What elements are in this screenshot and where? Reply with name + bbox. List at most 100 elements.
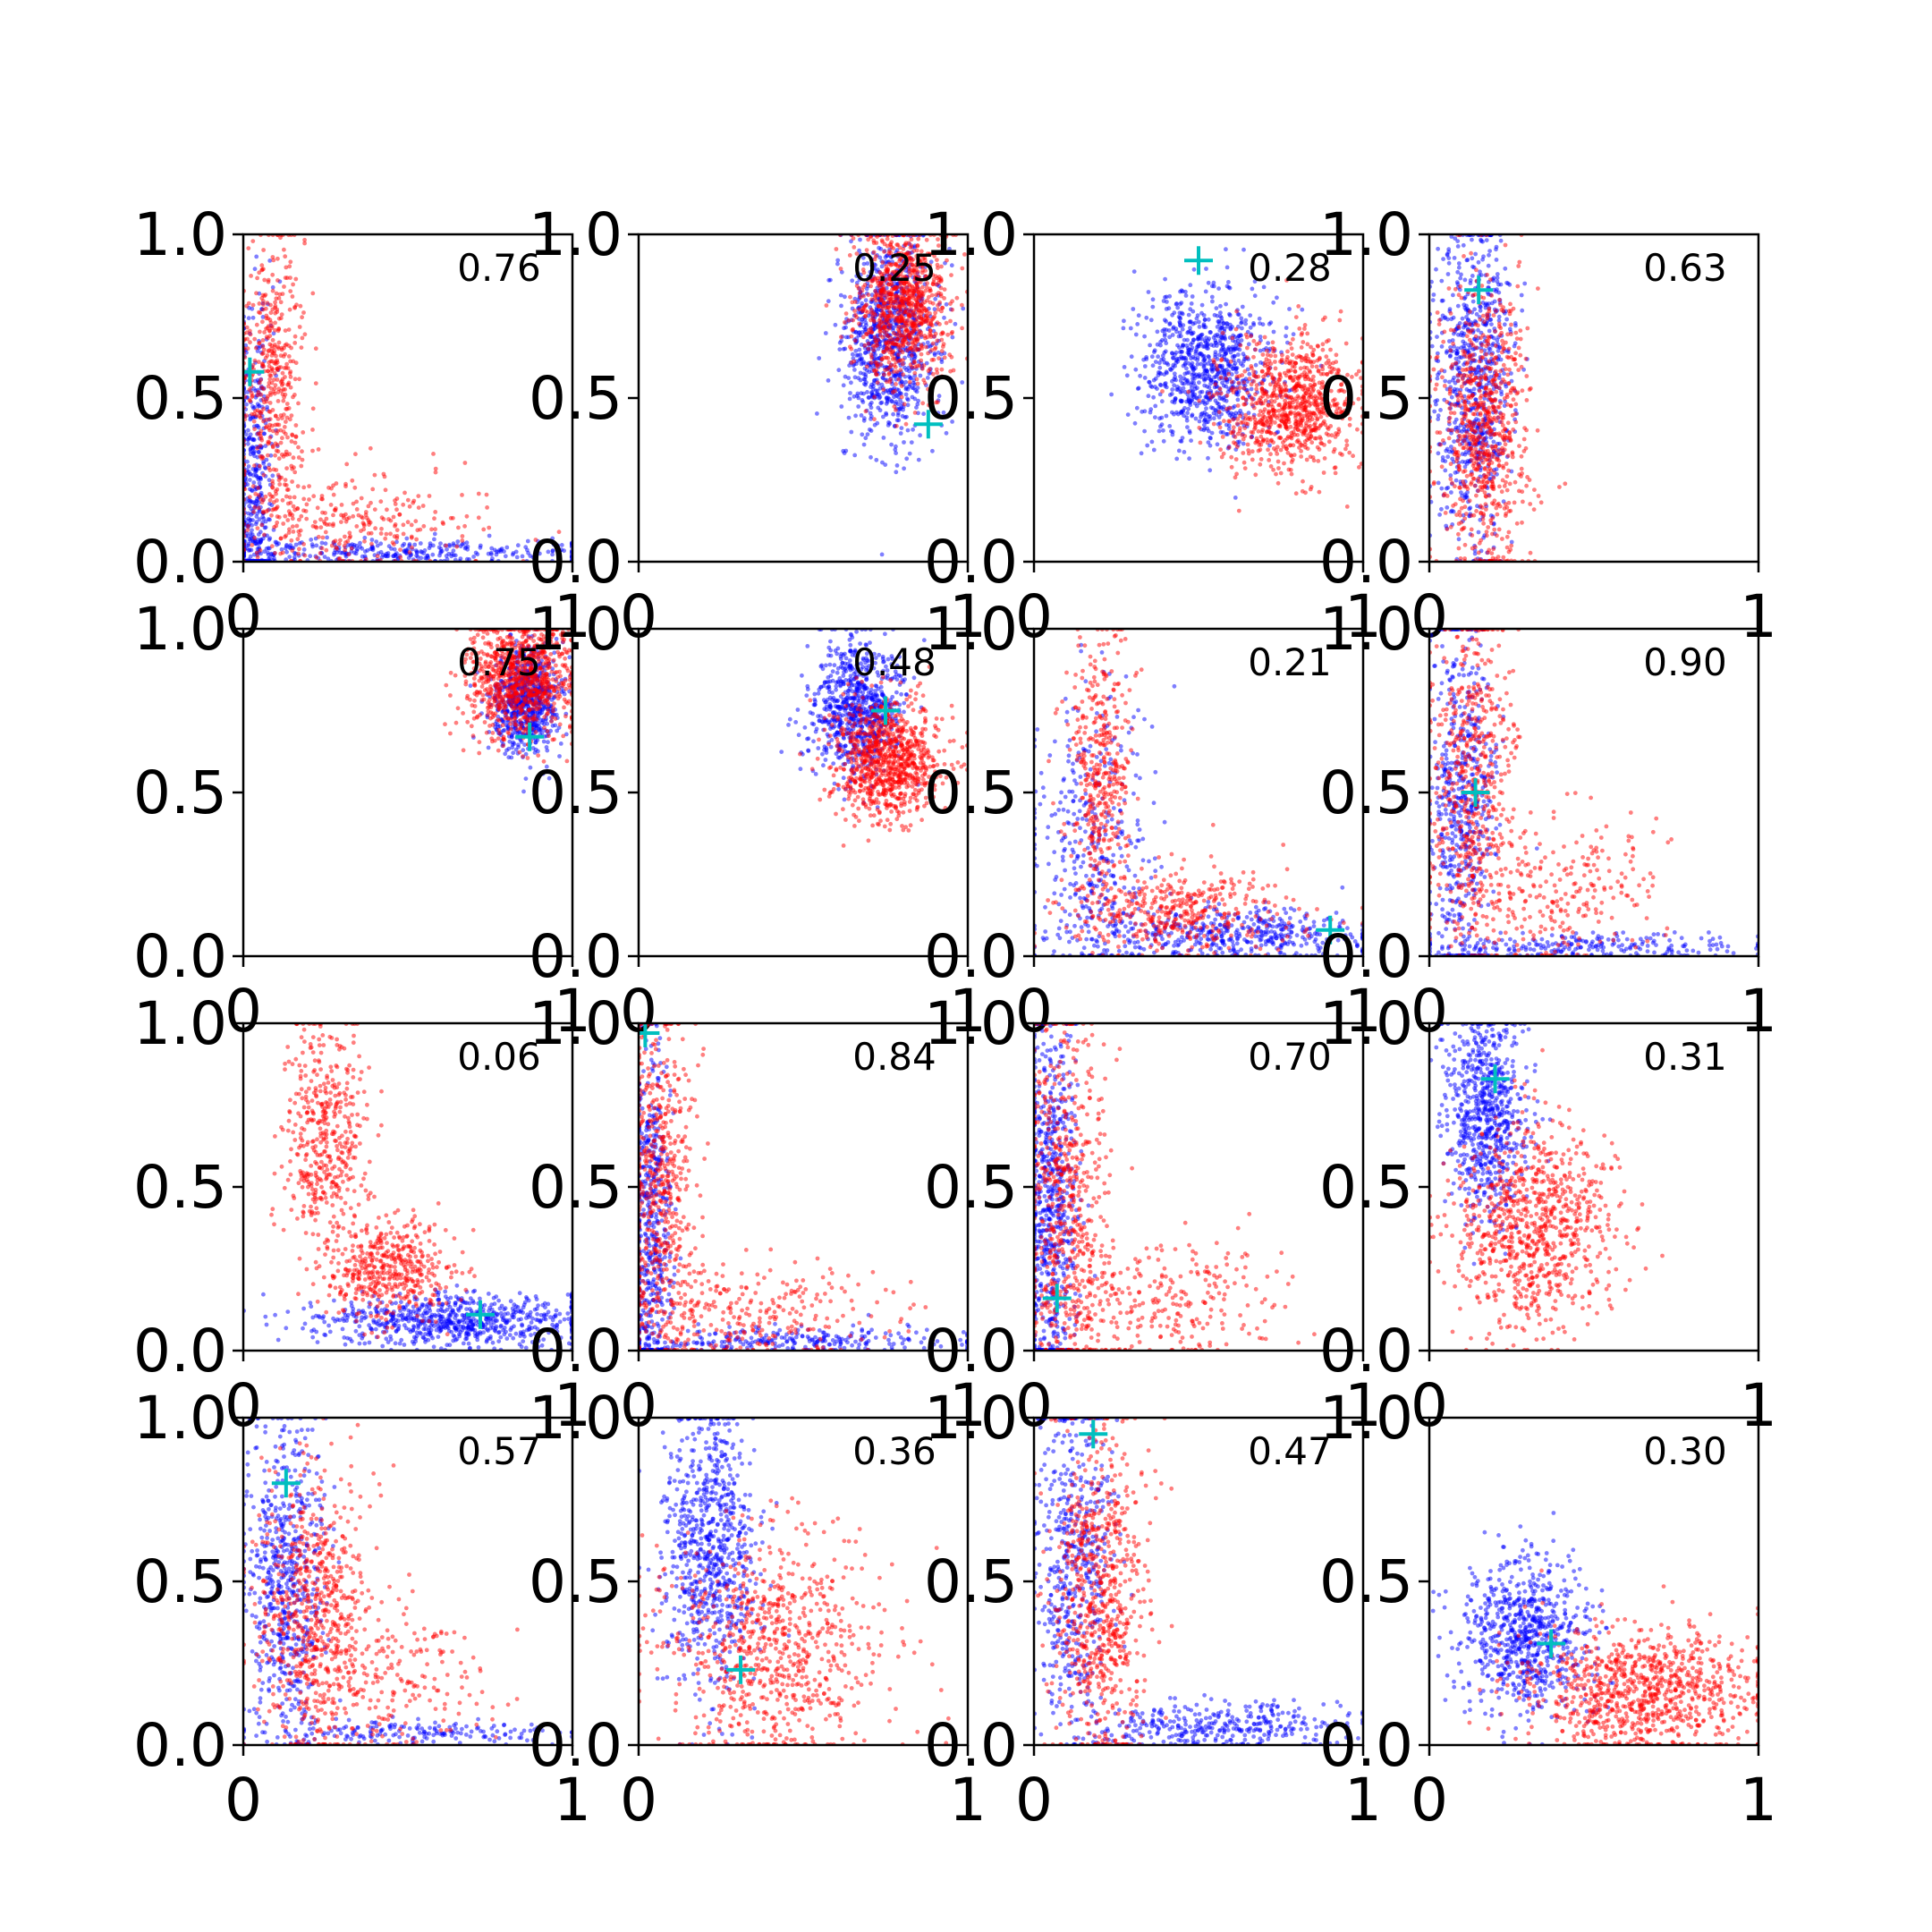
point	[867, 427, 872, 432]
point	[1278, 385, 1284, 390]
point	[930, 341, 936, 346]
point	[942, 296, 946, 301]
point	[267, 364, 272, 369]
point	[266, 552, 271, 557]
point	[902, 466, 906, 471]
point	[1288, 468, 1293, 472]
point	[1229, 379, 1234, 385]
point	[378, 531, 384, 536]
point	[1157, 382, 1163, 387]
y-tick-label: 0.5	[133, 364, 227, 433]
point	[846, 376, 852, 380]
point	[258, 434, 263, 438]
point	[316, 534, 321, 539]
point	[1224, 393, 1230, 398]
point	[1268, 382, 1273, 387]
point	[250, 543, 255, 547]
point	[877, 408, 883, 413]
point	[1177, 323, 1182, 327]
point	[1244, 335, 1250, 340]
point	[866, 292, 871, 298]
point	[1258, 447, 1263, 453]
point	[1128, 326, 1133, 331]
point	[261, 419, 266, 424]
point	[875, 278, 880, 284]
point	[1146, 290, 1151, 294]
point	[880, 275, 885, 279]
point	[931, 277, 936, 282]
point	[1284, 278, 1289, 283]
point	[919, 333, 924, 337]
point	[858, 352, 863, 357]
point	[293, 423, 299, 428]
point	[1293, 491, 1299, 496]
point	[1234, 421, 1240, 426]
point	[1347, 450, 1352, 455]
point	[1196, 319, 1201, 325]
point	[903, 379, 909, 385]
point	[1199, 414, 1203, 419]
point	[1228, 359, 1233, 364]
point	[1243, 397, 1249, 402]
point	[872, 417, 877, 422]
point	[926, 386, 930, 392]
point	[246, 464, 251, 469]
point	[865, 364, 869, 369]
point	[332, 552, 336, 557]
point	[291, 359, 296, 364]
point	[890, 399, 894, 404]
point	[923, 268, 928, 273]
point	[834, 247, 839, 251]
point	[352, 550, 357, 555]
point	[900, 341, 905, 345]
point	[1254, 386, 1259, 392]
point	[1184, 366, 1189, 371]
point	[911, 386, 916, 391]
point	[1340, 410, 1344, 415]
point	[478, 545, 483, 550]
point	[1257, 443, 1262, 447]
point	[930, 282, 936, 287]
point	[1179, 288, 1184, 293]
point	[503, 554, 508, 559]
point	[1197, 398, 1202, 403]
point	[244, 402, 249, 407]
point	[890, 357, 895, 361]
point	[1311, 374, 1316, 379]
point	[267, 373, 273, 377]
point	[266, 394, 270, 399]
point	[891, 314, 895, 319]
point	[267, 334, 273, 338]
point	[274, 448, 279, 453]
point	[1228, 326, 1233, 332]
point	[275, 377, 280, 382]
point	[256, 425, 261, 430]
point	[1278, 359, 1283, 364]
point	[1193, 416, 1199, 421]
point	[274, 413, 278, 419]
point	[1300, 307, 1305, 312]
point	[1251, 405, 1257, 411]
point	[301, 542, 306, 547]
point	[900, 413, 905, 419]
point	[280, 436, 284, 441]
point	[555, 543, 561, 548]
point	[915, 402, 920, 407]
point	[1271, 329, 1276, 335]
point	[1211, 393, 1216, 398]
point	[538, 551, 542, 556]
point	[318, 551, 323, 555]
point	[917, 304, 922, 309]
point	[1241, 436, 1246, 442]
point	[313, 346, 318, 352]
point	[910, 365, 915, 369]
point	[1306, 436, 1311, 441]
point	[878, 329, 883, 334]
point	[260, 344, 266, 349]
point	[433, 527, 437, 532]
point	[1276, 423, 1282, 428]
point	[911, 341, 916, 346]
point	[1245, 442, 1250, 447]
point	[1261, 374, 1266, 379]
point	[1343, 341, 1349, 346]
